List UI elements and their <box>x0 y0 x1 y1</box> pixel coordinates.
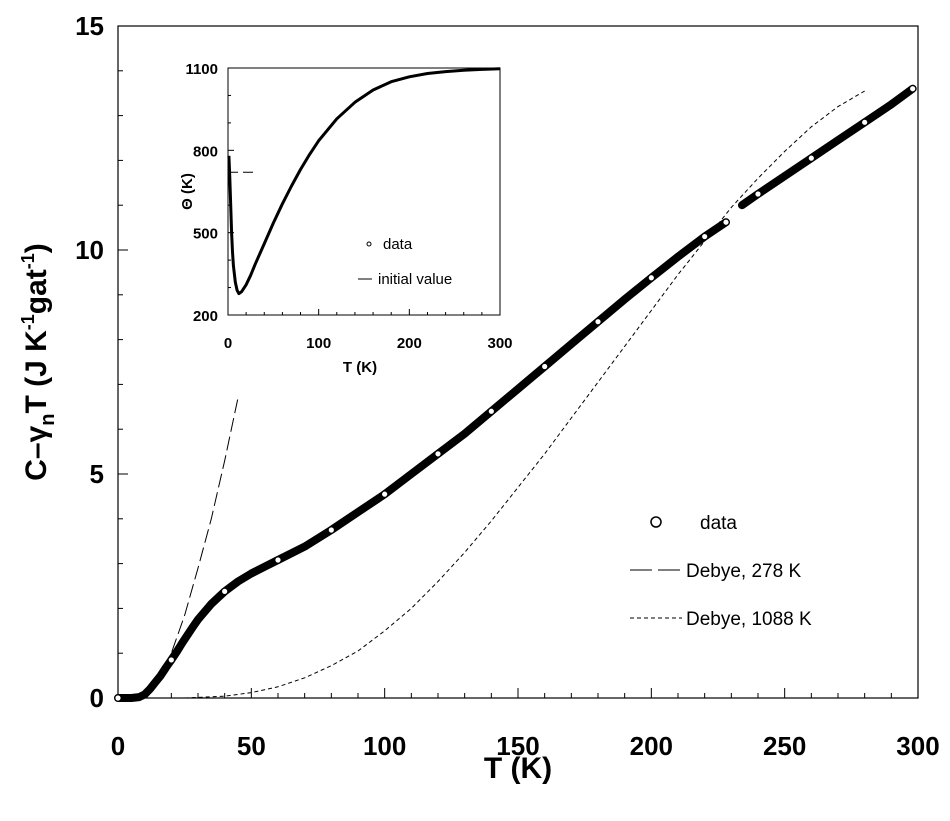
debye-278-line <box>138 397 239 699</box>
data-point <box>860 118 869 127</box>
inset-legend-data-marker <box>366 241 372 247</box>
data-band <box>738 84 917 210</box>
inset-x-tick-label: 300 <box>487 335 512 352</box>
data-point <box>380 490 389 498</box>
data-point <box>167 656 176 664</box>
inset-legend-label: data <box>383 236 413 253</box>
y-tick-label: 5 <box>90 459 104 489</box>
data-point <box>327 526 336 534</box>
x-tick-label: 150 <box>496 731 539 761</box>
data-band <box>114 218 730 702</box>
y-tick-label: 15 <box>75 11 104 41</box>
inset-y-tick-label: 200 <box>193 308 218 325</box>
y-axis-label-sub: n <box>37 414 59 426</box>
data-point <box>540 362 549 371</box>
inset-plot: 200 500 800 1100 0 100 200 300 T (K) Θ (K) data ini… <box>179 61 513 376</box>
data-point <box>487 407 496 416</box>
data-point <box>807 154 816 162</box>
y-axis-label-part: ) <box>20 243 53 253</box>
data-point <box>594 317 602 326</box>
y-axis-label-sup: -1 <box>18 314 38 330</box>
y-axis-label-sup: -1 <box>18 253 38 269</box>
y-axis-label: C–γnT (J K-1gat-1) <box>18 243 59 481</box>
inset-x-tick-label: 200 <box>397 335 422 352</box>
data-point <box>700 232 709 241</box>
inset-x-tick-label: 0 <box>224 335 232 352</box>
data-point <box>647 273 656 282</box>
y-axis-label-part: gat <box>20 269 53 314</box>
inset-x-tick-label: 100 <box>306 335 331 352</box>
data-point <box>434 450 442 458</box>
legend-label: data <box>700 513 737 534</box>
data-point <box>220 587 229 596</box>
legend-label: Debye, 278 K <box>686 561 801 582</box>
data-point <box>908 84 917 93</box>
debye-1088-line <box>184 90 865 699</box>
inset-y-tick-label: 800 <box>193 143 218 160</box>
data-point <box>274 556 282 564</box>
x-tick-label: 0 <box>111 731 125 761</box>
x-tick-label: 100 <box>363 731 406 761</box>
x-axis-label: T (K) <box>484 752 552 785</box>
y-tick-label: 0 <box>90 683 104 713</box>
legend-label: Debye, 1088 K <box>686 609 812 630</box>
x-tick-label: 250 <box>763 731 806 761</box>
inset-frame <box>227 67 501 316</box>
inset-y-tick-label: 500 <box>193 226 218 243</box>
legend-data-marker <box>650 516 662 528</box>
inset-data-curve <box>227 67 501 296</box>
data-point <box>754 190 762 198</box>
inset-x-axis-label: T (K) <box>343 359 377 376</box>
x-tick-label: 300 <box>896 731 939 761</box>
y-axis-label-part: T (J K <box>20 330 53 414</box>
data-point <box>722 218 730 227</box>
inset-y-tick-label: 1100 <box>185 61 218 78</box>
x-tick-label: 200 <box>630 731 673 761</box>
inset-legend-label: initial value <box>378 271 452 288</box>
x-tick-label: 50 <box>237 731 266 761</box>
inset-y-axis-label: Θ (K) <box>179 173 196 210</box>
data-point <box>114 694 122 702</box>
y-tick-label: 10 <box>75 235 104 265</box>
y-axis-label-part: C–γ <box>20 425 53 480</box>
